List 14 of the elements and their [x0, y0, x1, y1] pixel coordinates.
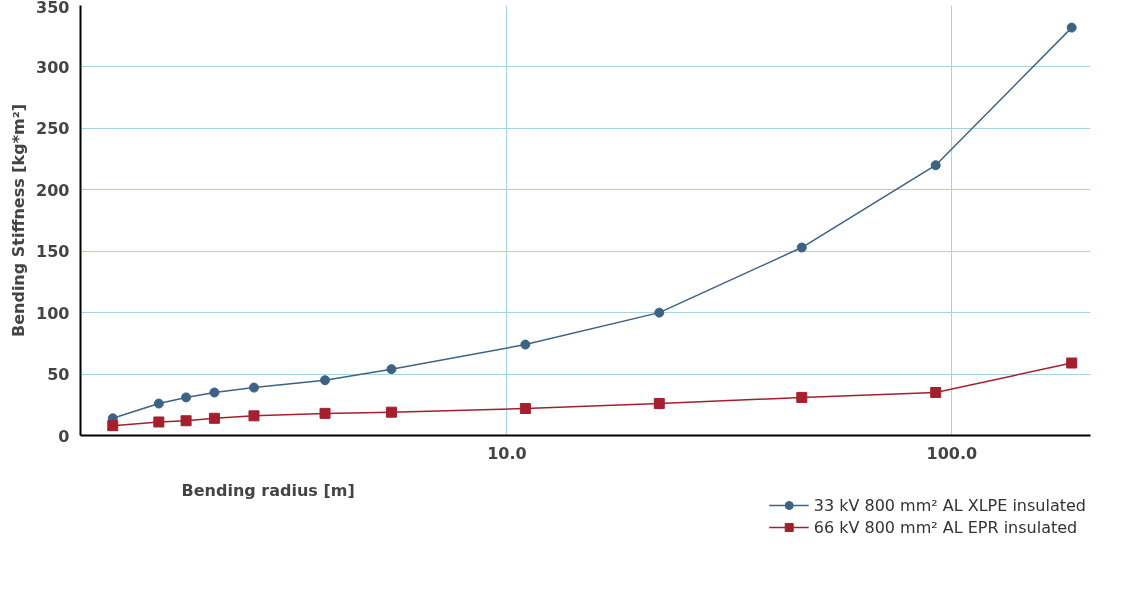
y-tick-label: 0	[58, 426, 70, 446]
legend-label: 66 kV 800 mm² AL EPR insulated	[813, 517, 1078, 537]
y-tick-label: 150	[36, 242, 70, 262]
y-tick-label: 300	[36, 57, 70, 77]
x-tick-label: 100.0	[926, 443, 978, 463]
y-tick-label: 100	[36, 303, 70, 323]
x-axis-title: Bending radius [m]	[181, 481, 355, 501]
y-axis-title: Bending Stiffness [kg*m²]	[9, 103, 29, 338]
x-tick-label: 10.0	[487, 443, 527, 463]
y-tick-label: 250	[36, 119, 70, 139]
y-tick-label: 200	[36, 180, 70, 200]
y-tick-label: 350	[36, 0, 70, 17]
y-tick-label: 50	[47, 365, 70, 385]
legend-label: 33 kV 800 mm² AL XLPE insulated	[813, 495, 1086, 515]
